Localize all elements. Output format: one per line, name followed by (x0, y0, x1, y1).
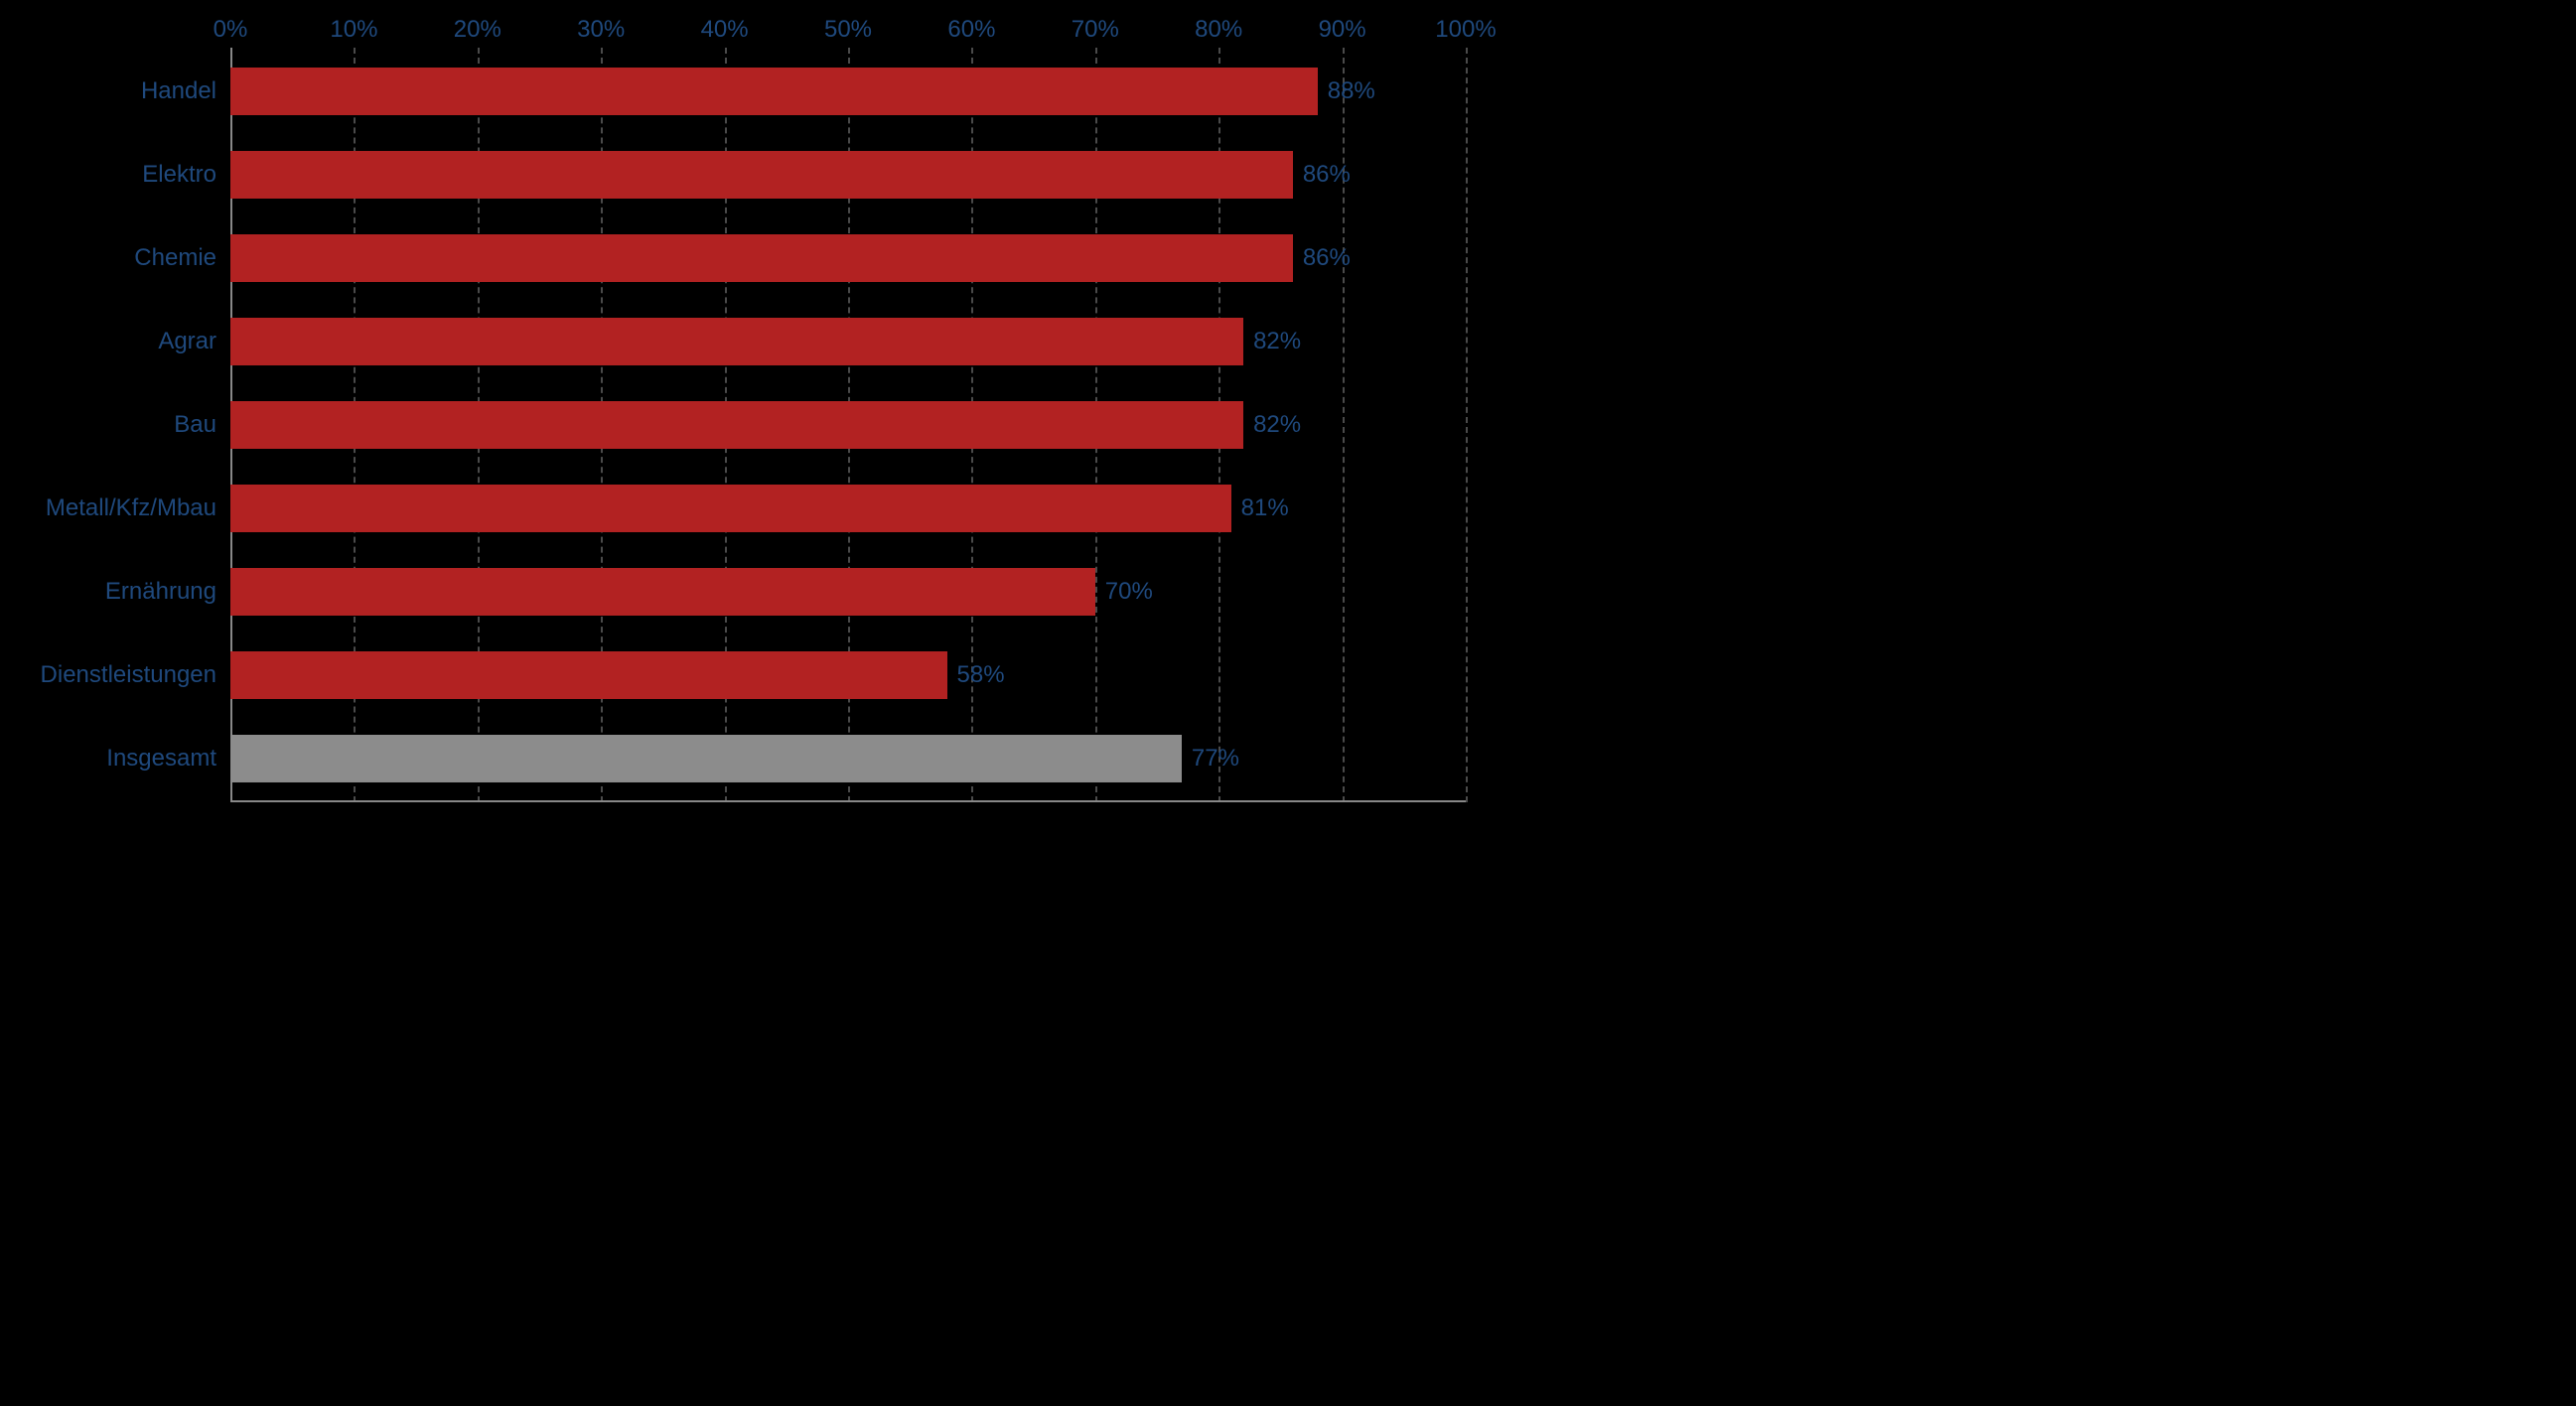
y-category-label: Bau (174, 411, 216, 439)
x-tick-label: 30% (577, 16, 625, 44)
x-tick-label: 50% (824, 16, 872, 44)
bar-value-label: 70% (1105, 578, 1153, 606)
x-tick-label: 70% (1072, 16, 1119, 44)
bar (230, 401, 1243, 449)
bar-value-label: 88% (1328, 77, 1375, 105)
y-category-label: Handel (141, 77, 216, 105)
bar-value-label: 86% (1303, 244, 1351, 272)
bar-value-label: 86% (1303, 161, 1351, 189)
bar (230, 151, 1293, 199)
bar (230, 485, 1231, 532)
x-tick-label: 90% (1319, 16, 1366, 44)
horizontal-bar-chart: 88% 86% 86% 82% 82% 81% 70% 58% 77% 0% 10% 20% 30% 4… (0, 0, 1533, 836)
bar (230, 651, 947, 699)
x-tick-label: 80% (1195, 16, 1242, 44)
x-tick-label: 40% (701, 16, 749, 44)
x-tick-label: 100% (1435, 16, 1496, 44)
y-category-label: Chemie (134, 244, 216, 272)
bar-value-label: 81% (1241, 494, 1289, 522)
bar (230, 568, 1095, 616)
x-tick-label: 60% (947, 16, 995, 44)
y-category-label: Metall/Kfz/Mbau (46, 494, 216, 522)
bar (230, 735, 1182, 782)
bar-value-label: 58% (957, 661, 1005, 689)
bar (230, 234, 1293, 282)
x-axis-line (230, 800, 1466, 802)
y-category-label: Elektro (142, 161, 216, 189)
bar-value-label: 82% (1253, 328, 1301, 355)
x-tick-label: 0% (214, 16, 248, 44)
x-tick-label: 10% (330, 16, 377, 44)
bar-value-label: 77% (1192, 745, 1239, 773)
y-category-label: Agrar (158, 328, 216, 355)
bar (230, 318, 1243, 365)
y-category-label: Dienstleistungen (41, 661, 216, 689)
x-tick-label: 20% (454, 16, 501, 44)
plot-area: 88% 86% 86% 82% 82% 81% 70% 58% 77% (230, 48, 1466, 802)
gridline (1466, 48, 1468, 802)
y-category-label: Ernährung (105, 578, 216, 606)
bar (230, 68, 1318, 115)
bar-value-label: 82% (1253, 411, 1301, 439)
y-category-label: Insgesamt (106, 745, 216, 773)
